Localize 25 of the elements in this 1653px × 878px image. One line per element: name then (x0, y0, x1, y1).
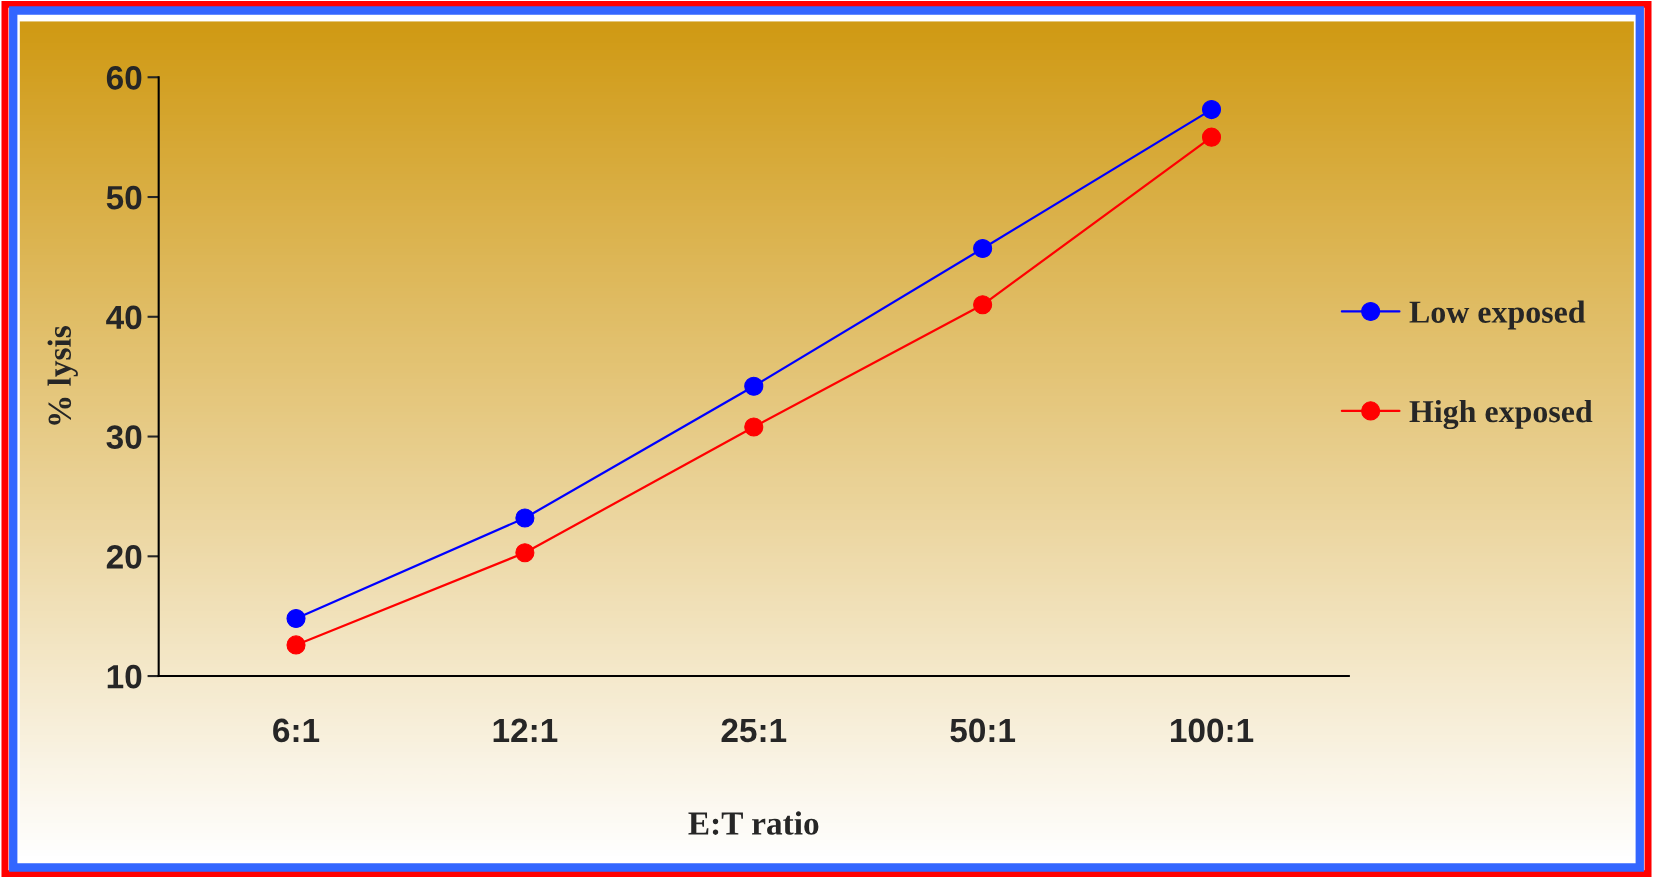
point (1201, 100, 1222, 120)
y-tick-label: 30 (106, 425, 142, 449)
y-tick-label: 40 (106, 305, 142, 330)
y-tick-label: 20 (106, 545, 142, 569)
y-tick-label: 50 (106, 185, 142, 210)
y-axis-title: % lysis (47, 326, 78, 425)
point (973, 238, 993, 259)
point (973, 295, 993, 315)
legend-label: Low exposed (1409, 300, 1586, 330)
point (515, 543, 535, 563)
point (286, 609, 306, 629)
x-tick-label: 12:1 (493, 718, 558, 742)
point (1201, 127, 1222, 147)
x-axis-title: E:T ratio (688, 811, 819, 835)
y-tick-label: 10 (107, 664, 142, 689)
point (744, 417, 764, 437)
x-tick-label: 6:1 (273, 718, 320, 743)
point (286, 635, 306, 655)
x-tick-label: 25:1 (721, 718, 787, 743)
x-tick-label: 50:1 (950, 718, 1016, 743)
legend-label: High exposed (1409, 399, 1593, 430)
point (515, 508, 535, 528)
y-tick-label: 60 (106, 66, 142, 90)
x-tick-label: 100:1 (1171, 718, 1254, 743)
point (744, 376, 764, 396)
